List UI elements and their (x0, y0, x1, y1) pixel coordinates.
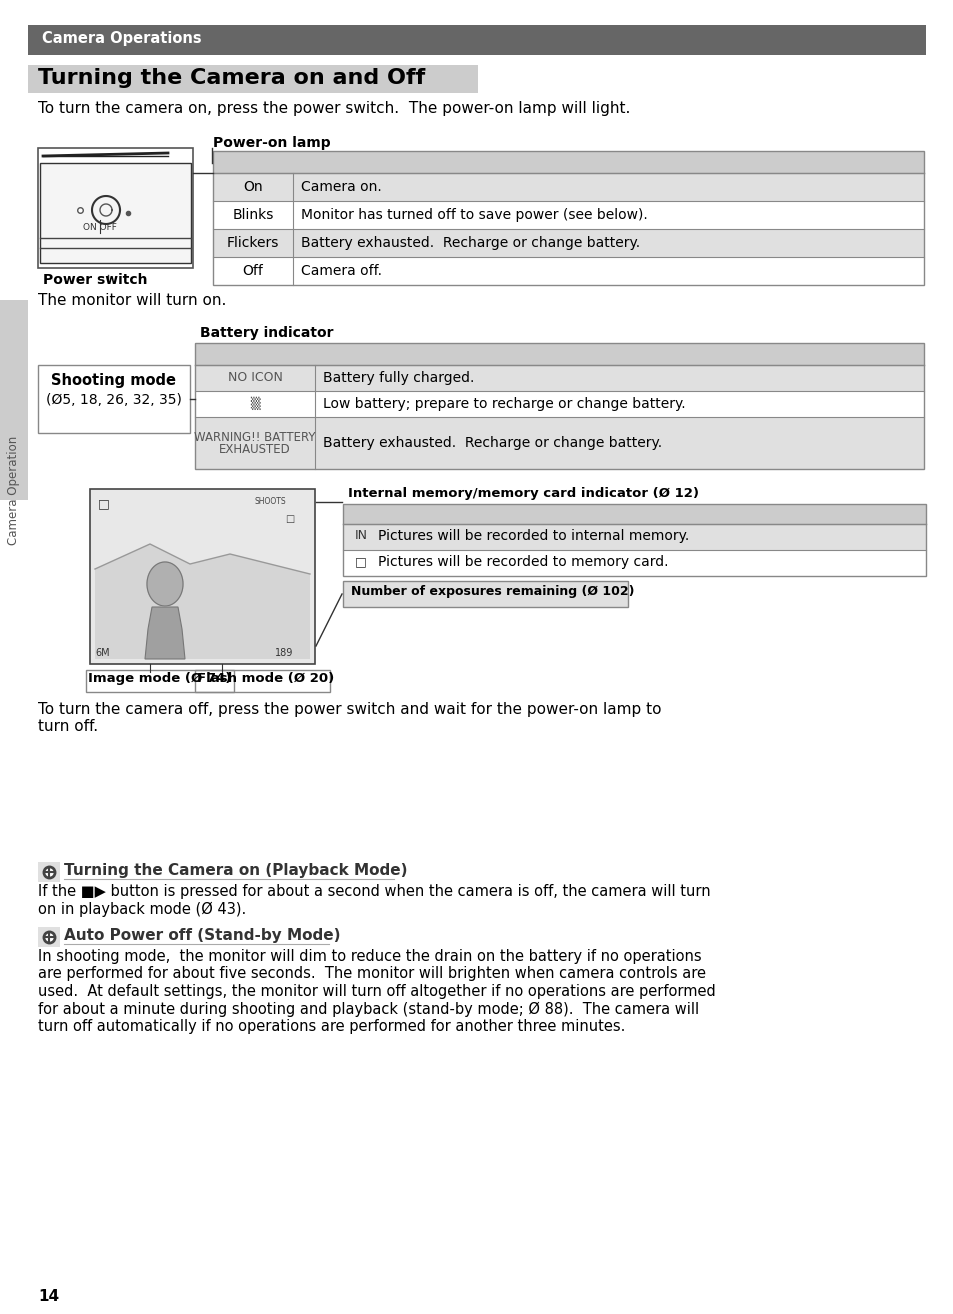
Text: Pictures will be recorded to internal memory.: Pictures will be recorded to internal me… (377, 530, 688, 543)
Text: Power-on lamp: Power-on lamp (213, 137, 331, 150)
Text: On: On (243, 180, 262, 194)
Bar (343, 505, 925, 576)
Text: To turn the camera off, press the power switch and wait for the power-on lamp to: To turn the camera off, press the power … (38, 702, 660, 735)
Bar (194, 343, 923, 469)
Text: Off: Off (242, 264, 263, 279)
Text: Camera on.: Camera on. (301, 180, 381, 194)
Text: IN: IN (355, 530, 367, 541)
Text: Camera Operation: Camera Operation (8, 435, 20, 544)
Bar (38, 365, 190, 434)
Bar (38, 862, 60, 882)
Text: Camera off.: Camera off. (301, 264, 381, 279)
Bar (213, 151, 923, 285)
Text: (Ø5, 18, 26, 32, 35): (Ø5, 18, 26, 32, 35) (46, 393, 182, 407)
Bar (213, 258, 923, 285)
Text: 14: 14 (38, 1289, 59, 1303)
Bar (343, 524, 925, 551)
Text: ▒: ▒ (250, 397, 259, 410)
Text: EXHAUSTED: EXHAUSTED (219, 443, 291, 456)
Text: ON OFF: ON OFF (83, 223, 117, 233)
Polygon shape (95, 544, 310, 660)
Text: Battery exhausted.  Recharge or change battery.: Battery exhausted. Recharge or change ba… (323, 436, 661, 449)
Bar (0, 300, 28, 501)
Text: Flash mode (Ø 20): Flash mode (Ø 20) (196, 671, 334, 685)
Text: The monitor will turn on.: The monitor will turn on. (38, 293, 226, 307)
Bar (28, 25, 925, 55)
Text: Monitor has turned off to save power (see below).: Monitor has turned off to save power (se… (301, 208, 647, 222)
Text: In shooting mode,  the monitor will dim to reduce the drain on the battery if no: In shooting mode, the monitor will dim t… (38, 949, 715, 1034)
Bar (28, 64, 477, 93)
Bar (38, 148, 193, 268)
Bar (40, 163, 191, 263)
Text: Internal memory/memory card indicator (Ø 12): Internal memory/memory card indicator (Ø… (348, 487, 699, 501)
Text: □: □ (98, 497, 110, 510)
Bar (213, 173, 923, 201)
Text: Low battery; prepare to recharge or change battery.: Low battery; prepare to recharge or chan… (323, 397, 685, 411)
Bar (194, 343, 923, 365)
Text: WARNING!! BATTERY: WARNING!! BATTERY (194, 431, 315, 444)
Bar (213, 151, 923, 173)
Bar (343, 505, 925, 524)
Text: NO ICON: NO ICON (228, 371, 282, 384)
Text: Number of exposures remaining (Ø 102): Number of exposures remaining (Ø 102) (351, 585, 634, 598)
Text: Flickers: Flickers (227, 237, 279, 250)
Text: 6M: 6M (95, 648, 110, 658)
Bar (38, 926, 60, 947)
Text: Battery fully charged.: Battery fully charged. (323, 371, 474, 385)
Bar (194, 670, 330, 692)
Text: If the ■▶ button is pressed for about a second when the camera is off, the camer: If the ■▶ button is pressed for about a … (38, 884, 710, 917)
Text: Auto Power off (Stand-by Mode): Auto Power off (Stand-by Mode) (64, 928, 340, 943)
Text: SHOOTS: SHOOTS (254, 497, 286, 506)
Text: Shooting mode: Shooting mode (51, 373, 176, 388)
Text: Camera Operations: Camera Operations (42, 32, 201, 46)
Bar (86, 670, 233, 692)
Text: Battery exhausted.  Recharge or change battery.: Battery exhausted. Recharge or change ba… (301, 237, 639, 250)
Text: 189: 189 (274, 648, 294, 658)
Bar (343, 581, 627, 607)
Bar (194, 417, 923, 469)
Text: □: □ (355, 555, 367, 568)
Text: Image mode (Ø 74): Image mode (Ø 74) (88, 671, 232, 685)
Text: Power switch: Power switch (43, 273, 148, 286)
Polygon shape (145, 607, 185, 660)
Text: Turning the Camera on (Playback Mode): Turning the Camera on (Playback Mode) (64, 863, 407, 878)
Text: Battery indicator: Battery indicator (200, 326, 334, 340)
Bar (213, 229, 923, 258)
Text: Blinks: Blinks (233, 208, 274, 222)
Text: □: □ (285, 514, 294, 524)
Bar (213, 201, 923, 229)
Bar (343, 551, 925, 576)
Bar (194, 365, 923, 392)
Polygon shape (147, 562, 183, 606)
Bar (194, 392, 923, 417)
Text: Pictures will be recorded to memory card.: Pictures will be recorded to memory card… (377, 555, 668, 569)
Text: Turning the Camera on and Off: Turning the Camera on and Off (38, 68, 425, 88)
Text: To turn the camera on, press the power switch.  The power-on lamp will light.: To turn the camera on, press the power s… (38, 101, 630, 116)
Bar (90, 489, 314, 664)
